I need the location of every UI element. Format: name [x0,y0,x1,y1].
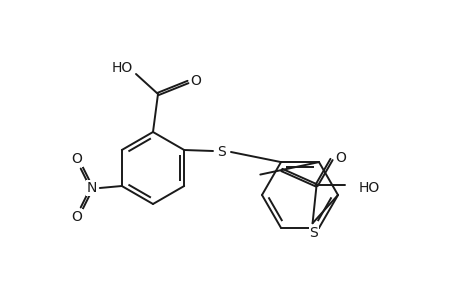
Text: HO: HO [358,182,379,195]
Text: O: O [334,152,345,166]
Text: HO: HO [111,61,132,75]
Text: O: O [71,210,82,224]
Text: S: S [308,226,317,240]
Text: O: O [71,152,82,166]
Text: N: N [86,181,97,195]
Text: O: O [190,74,201,88]
Text: S: S [217,145,226,159]
